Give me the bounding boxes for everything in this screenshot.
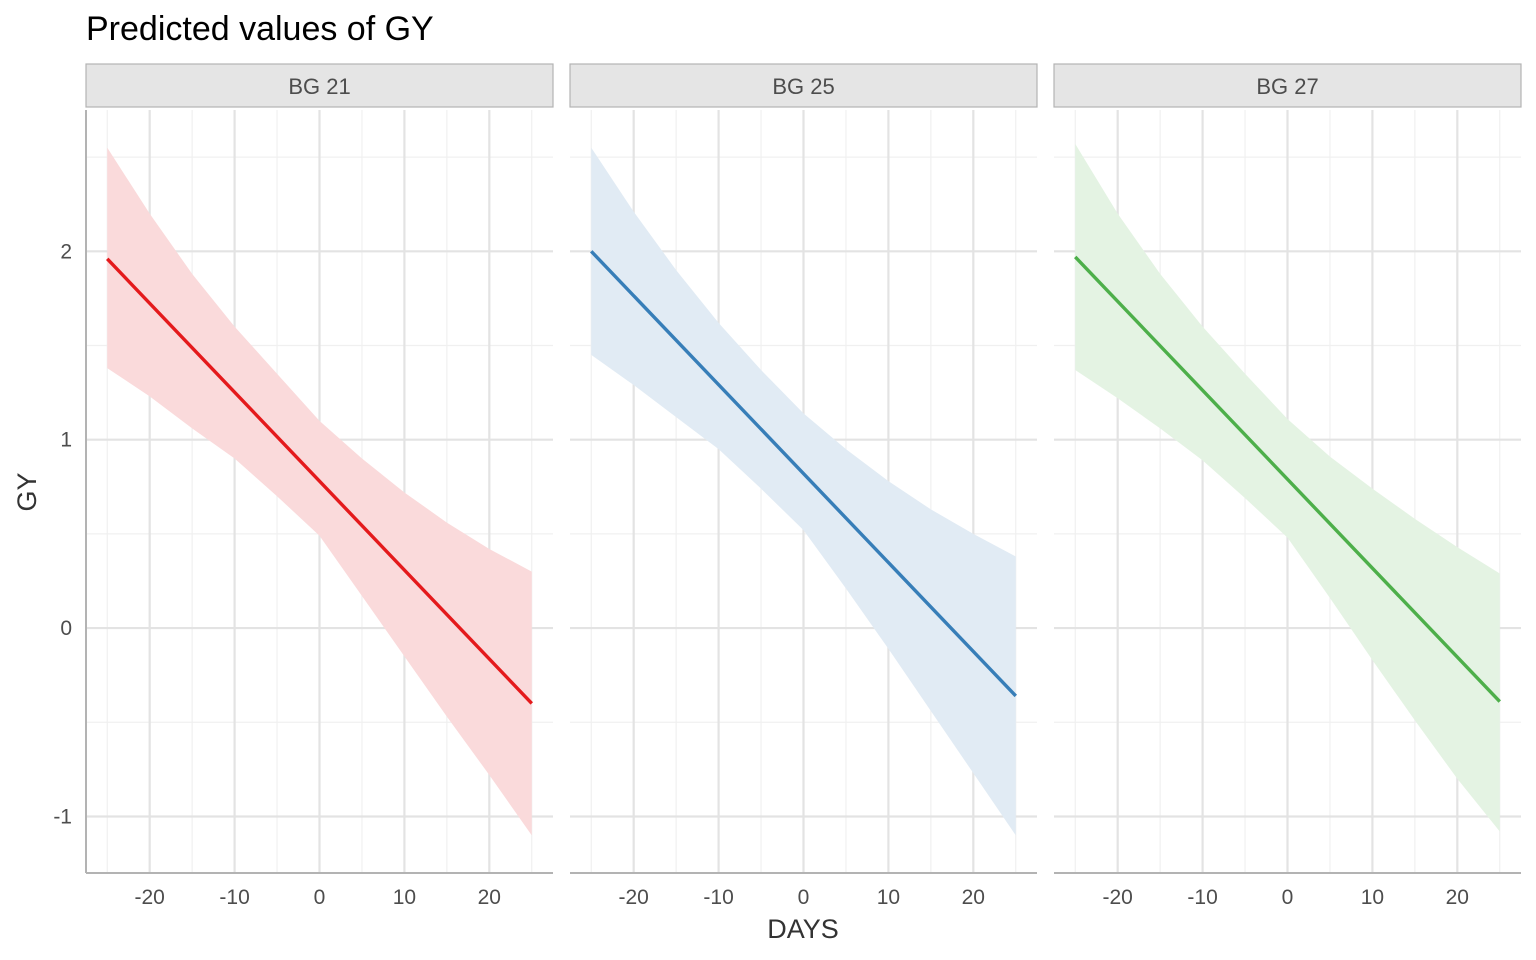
confidence-band [107, 147, 532, 836]
y-tick-label: -1 [53, 805, 72, 828]
panel-1: BG 21 -20 -10 0 10 20 [85, 63, 554, 909]
facet-strip-label: BG 25 [772, 74, 834, 99]
facet-strip [1053, 63, 1522, 108]
x-tick-label: 10 [877, 886, 900, 909]
facet-strip [569, 63, 1038, 108]
x-tick-label: -10 [1187, 886, 1217, 909]
confidence-band [591, 147, 1016, 836]
x-tick-label: -20 [619, 886, 649, 909]
prediction-line [105, 257, 534, 705]
x-tick-label: -20 [135, 886, 165, 909]
x-tick-label: -20 [1103, 886, 1133, 909]
facet-strip-label: BG 27 [1256, 74, 1318, 99]
x-tick-label: 20 [478, 886, 501, 909]
x-tick-label: 20 [962, 886, 985, 909]
facet-strip-label: BG 21 [288, 74, 350, 99]
facet-strip [85, 63, 554, 108]
x-tick-label: 10 [393, 886, 416, 909]
facet-panels: BG 21 -20 -10 0 10 20 BG 25 -20 -10 0 10 20 BG 27 -20… [85, 63, 1522, 909]
x-tick-label: -10 [219, 886, 249, 909]
x-tick-label: 0 [1282, 886, 1294, 909]
y-tick-label: 2 [60, 240, 72, 263]
x-tick-label: 0 [314, 886, 326, 909]
x-axis-title: DAYS [767, 914, 839, 944]
x-tick-label: -10 [703, 886, 733, 909]
prediction-line [1073, 255, 1502, 703]
chart-title: Predicted values of GY [86, 10, 434, 48]
y-tick-label: 1 [60, 429, 72, 452]
confidence-band [1075, 143, 1500, 832]
panel-2: BG 25 -20 -10 0 10 20 [569, 63, 1038, 909]
y-tick-labels: -1 0 1 2 [53, 240, 72, 828]
x-tick-label: 20 [1446, 886, 1469, 909]
x-tick-label: 10 [1361, 886, 1384, 909]
x-tick-label: 0 [798, 886, 810, 909]
y-axis-title: GY [12, 472, 42, 511]
prediction-line [589, 250, 1018, 698]
panel-3: BG 27 -20 -10 0 10 20 [1053, 63, 1522, 909]
y-tick-label: 0 [60, 617, 72, 640]
